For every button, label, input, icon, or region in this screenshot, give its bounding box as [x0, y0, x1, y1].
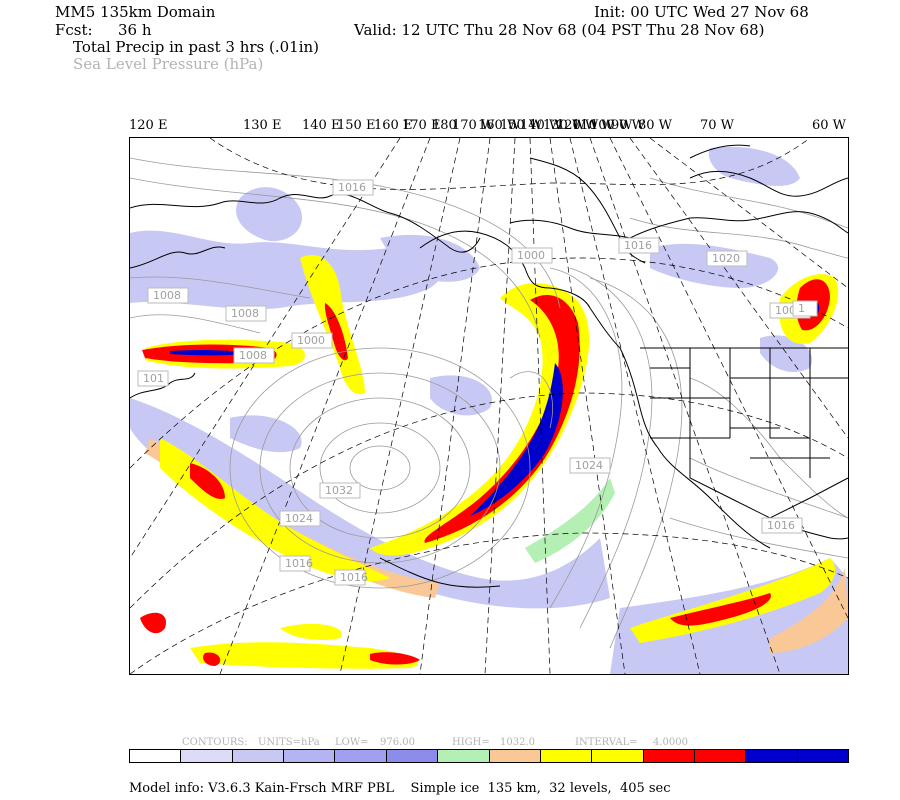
isobar-label: 1008 — [233, 347, 275, 364]
contour-label: CONTOURS: — [182, 737, 248, 748]
lon-label: 180 — [432, 118, 457, 133]
field-slp-label: Sea Level Pressure (hPa) — [73, 55, 264, 73]
isobar-label: 1024 — [569, 457, 611, 474]
lon-label: 90 W — [611, 118, 646, 133]
colorbar-swatch — [386, 750, 439, 762]
contour-interval-value: 4.0000 — [653, 737, 688, 748]
colorbar-swatch — [694, 750, 747, 762]
colorbar-swatch — [438, 750, 490, 762]
lon-label: 170 W — [452, 118, 495, 133]
lon-label: 80 W — [638, 118, 673, 133]
isobar-label: 1032 — [319, 482, 361, 499]
lon-label: 110 W — [572, 118, 615, 133]
lon-label: 130 E — [243, 118, 282, 133]
isobar-label-text: 1024 — [285, 512, 313, 525]
isobar-label-text: 1016 — [338, 181, 366, 194]
contour-low-value: 976.00 — [380, 737, 415, 748]
isobar-label-text: 1016 — [624, 239, 652, 252]
contour-units: UNITS=hPa — [258, 737, 320, 748]
contour-low-label: LOW= — [335, 737, 369, 748]
isobar-label-text: 101 — [143, 372, 164, 385]
isobar-label: 1008 — [147, 287, 189, 304]
colorbar-swatch — [130, 750, 182, 762]
isobar-label-text: 1024 — [575, 459, 603, 472]
isobar-label: 1016 — [618, 237, 660, 254]
isobar-label-text: 1000 — [297, 334, 325, 347]
lon-label: 170 E — [402, 118, 441, 133]
colorbar-swatch — [284, 750, 336, 762]
colorbar-swatch — [643, 750, 695, 762]
lon-label: 120 W — [556, 118, 599, 133]
isobar-label: 1016 — [761, 517, 803, 534]
isobar-label-text: 1032 — [325, 484, 353, 497]
isobar-label: 1016 — [279, 555, 313, 572]
colorbar-swatch — [797, 750, 849, 762]
lon-label: 130 W — [543, 118, 586, 133]
valid-time: Valid: 12 UTC Thu 28 Nov 68 (04 PST Thu … — [354, 21, 765, 39]
forecast-label: Fcst: — [55, 21, 93, 39]
isobar-label: 101 — [137, 370, 169, 387]
contour-high-value: 1032.0 — [500, 737, 535, 748]
isobar-label: 1000 — [291, 332, 333, 349]
lon-label: 140 E — [302, 118, 341, 133]
colorbar-swatch — [335, 750, 387, 762]
colorbar-swatch — [746, 750, 798, 762]
isobar-label: 1008 — [225, 305, 267, 322]
isobar-label-text: 1016 — [767, 519, 795, 532]
lon-label: 160 E — [374, 118, 413, 133]
isobar-label: 1016 — [332, 179, 374, 196]
init-time: Init: 00 UTC Wed 27 Nov 68 — [594, 3, 809, 21]
forecast-hour: 36 h — [118, 21, 152, 39]
coastlines — [130, 144, 848, 588]
lon-label: 60 W — [812, 118, 847, 133]
isobar-label: 1020 — [706, 250, 748, 267]
lon-label: 120 E — [129, 118, 168, 133]
isobar-label-text: 1016 — [340, 571, 368, 584]
isobar-label: 1 — [792, 300, 818, 317]
domain-title: MM5 135km Domain — [55, 3, 216, 21]
field-precip-label: Total Precip in past 3 hrs (.01in) — [73, 38, 320, 56]
lon-label: 140 W — [520, 118, 563, 133]
map-canvas: 1016 1000 1016 1020 1008 1008 1000 1008 … — [130, 138, 848, 674]
isobar-label-text: 1008 — [153, 289, 181, 302]
contour-interval-label: INTERVAL= — [575, 737, 638, 748]
isobar-label-text: 1020 — [712, 252, 740, 265]
isobar-label-text: 1 — [798, 302, 805, 315]
isobar-label: 1000 — [511, 247, 553, 264]
isobar-label-text: 1016 — [285, 557, 313, 570]
lon-label: 100 W — [590, 118, 633, 133]
colorbar-swatch — [489, 750, 541, 762]
lon-label: 160 W — [478, 118, 521, 133]
lon-label: 150 E — [337, 118, 376, 133]
colorbar-swatch — [181, 750, 233, 762]
precip-colorbar — [129, 749, 849, 763]
lon-label: 70 W — [700, 118, 735, 133]
lon-label: 150 W — [500, 118, 543, 133]
contour-high-label: HIGH= — [452, 737, 490, 748]
isobar-labels: 1016 1000 1016 1020 1008 1008 1000 1008 … — [137, 179, 818, 586]
isobar-label: 1024 — [279, 510, 321, 527]
colorbar-swatch — [592, 750, 644, 762]
colorbar-swatch — [540, 750, 593, 762]
isobar-label-text: 1000 — [517, 249, 545, 262]
isobar-label: 1016 — [334, 569, 368, 586]
model-info: Model info: V3.6.3 Kain-Frsch MRF PBL Si… — [129, 781, 671, 796]
isobar-label-text: 1008 — [231, 307, 259, 320]
colorbar-swatch — [232, 750, 285, 762]
isobar-label-text: 1008 — [239, 349, 267, 362]
map-panel: 1016 1000 1016 1020 1008 1008 1000 1008 … — [129, 137, 849, 675]
